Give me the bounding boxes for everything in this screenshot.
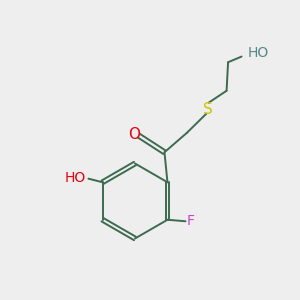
Text: S: S [203, 102, 213, 117]
Text: O: O [128, 127, 140, 142]
Text: HO: HO [248, 46, 269, 60]
Text: HO: HO [64, 171, 86, 185]
Text: F: F [186, 214, 194, 228]
